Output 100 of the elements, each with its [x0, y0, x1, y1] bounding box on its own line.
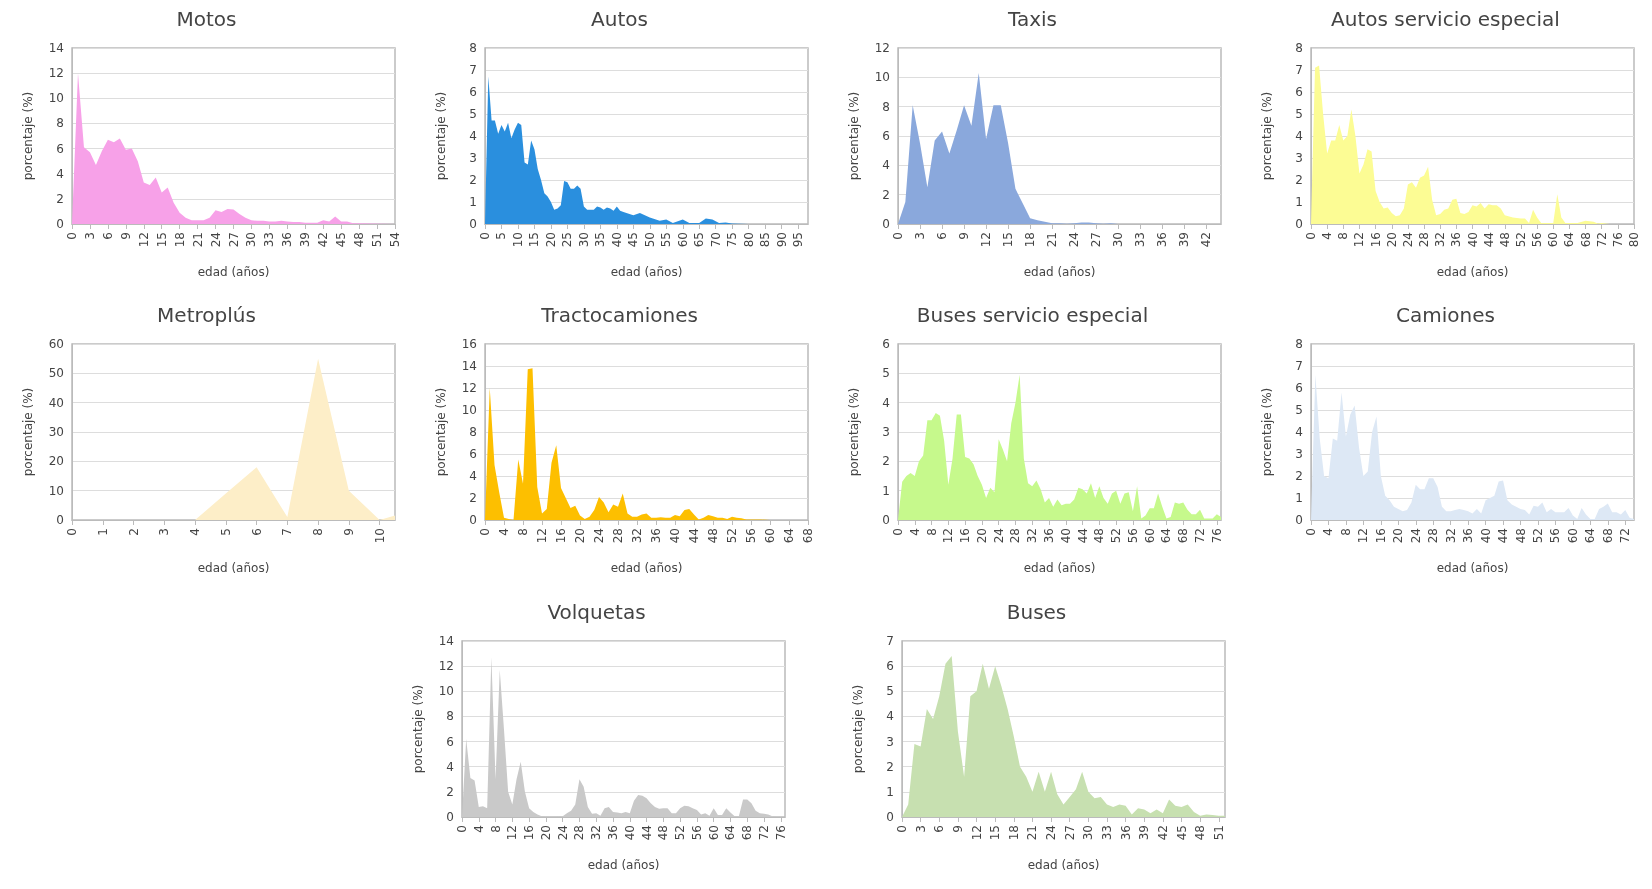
- chart-title: Motos: [176, 7, 237, 31]
- x-tick-label: 16: [1373, 528, 1388, 544]
- x-tick-label: 35: [593, 232, 608, 248]
- x-tick-label: 21: [190, 232, 205, 248]
- x-tick-label: 48: [352, 232, 367, 248]
- chart-title: Buses: [1006, 600, 1067, 624]
- y-axis-title: porcentaje (%): [411, 684, 425, 774]
- y-tick-label: 3: [1295, 151, 1303, 165]
- x-tick-label: 48: [706, 528, 720, 544]
- x-tick-label: 60: [1565, 528, 1580, 544]
- x-axis-title: edad (años): [610, 265, 683, 279]
- x-tick-label: 24: [208, 232, 223, 248]
- y-tick-label: 20: [48, 454, 64, 469]
- y-tick-label: 6: [446, 734, 454, 749]
- x-tick-label: 72: [1594, 232, 1609, 248]
- x-tick-label: 56: [1125, 528, 1140, 544]
- x-tick-label: 8: [1336, 232, 1351, 240]
- y-tick-label: 6: [1295, 381, 1303, 395]
- y-tick-label: 8: [56, 116, 64, 131]
- x-tick-label: 5: [218, 528, 233, 536]
- x-tick-label: 68: [1600, 528, 1615, 544]
- x-tick-label: 24: [1408, 528, 1423, 544]
- x-tick-label: 8: [488, 825, 503, 833]
- x-tick-label: 64: [1562, 232, 1577, 248]
- x-tick-label: 64: [1583, 528, 1598, 544]
- y-axis-title: porcentaje (%): [847, 91, 861, 181]
- x-tick-label: 85: [758, 232, 773, 248]
- y-tick-label: 12: [438, 659, 454, 674]
- x-tick-label: 12: [979, 232, 994, 248]
- x-tick-label: 9: [950, 825, 965, 833]
- x-tick-label: 50: [642, 232, 657, 248]
- x-tick-label: 33: [1099, 825, 1114, 841]
- y-axis-title: porcentaje (%): [847, 387, 861, 477]
- y-tick-label: 2: [446, 784, 454, 799]
- y-tick-label: 14: [461, 359, 477, 373]
- x-tick-label: 48: [656, 825, 671, 841]
- x-tick-label: 32: [1433, 232, 1448, 248]
- x-tick-label: 12: [535, 528, 549, 544]
- x-tick-label: 45: [1174, 825, 1189, 841]
- x-tick-label: 0: [478, 528, 492, 536]
- x-axis-title: edad (años): [587, 858, 660, 872]
- x-tick-label: 7: [280, 528, 295, 536]
- x-tick-label: 65: [692, 232, 707, 248]
- chart-title: Metroplús: [157, 303, 256, 327]
- y-tick-label: 4: [446, 759, 454, 774]
- x-tick-label: 18: [172, 232, 187, 248]
- x-tick-label: 60: [1142, 528, 1157, 544]
- x-tick-label: 40: [1058, 528, 1073, 544]
- x-tick-label: 32: [589, 825, 604, 841]
- x-tick-label: 15: [527, 232, 542, 248]
- x-tick-label: 54: [388, 232, 402, 248]
- x-tick-label: 64: [1159, 528, 1174, 544]
- y-tick-label: 6: [56, 141, 64, 156]
- y-tick-label: 5: [882, 366, 890, 381]
- chart-title: Autos: [591, 7, 648, 31]
- y-tick-label: 1: [886, 784, 894, 799]
- x-tick-label: 8: [516, 528, 530, 536]
- x-tick-label: 12: [136, 232, 151, 248]
- y-tick-label: 3: [886, 734, 894, 749]
- x-tick-label: 8: [1338, 528, 1353, 536]
- x-tick-label: 0: [65, 528, 79, 536]
- x-tick-label: 0: [478, 232, 492, 240]
- x-tick-label: 18: [1006, 825, 1021, 841]
- x-tick-label: 4: [907, 528, 922, 536]
- x-tick-label: 27: [1089, 232, 1104, 248]
- x-axis-title: edad (años): [610, 561, 683, 575]
- x-tick-label: 9: [118, 232, 133, 240]
- x-tick-label: 20: [543, 232, 558, 248]
- x-tick-label: 20: [974, 528, 989, 544]
- x-tick-label: 72: [757, 825, 772, 841]
- y-tick-label: 4: [886, 709, 894, 724]
- x-tick-label: 4: [1321, 528, 1336, 536]
- x-tick-label: 36: [606, 825, 621, 841]
- x-tick-label: 28: [572, 825, 587, 841]
- y-tick-label: 10: [461, 403, 477, 417]
- x-tick-label: 24: [592, 528, 606, 544]
- x-tick-label: 51: [1211, 825, 1226, 841]
- x-tick-label: 0: [1304, 528, 1318, 536]
- x-tick-label: 32: [1443, 528, 1458, 544]
- y-tick-label: 0: [882, 217, 890, 231]
- x-tick-label: 56: [689, 825, 704, 841]
- x-tick-label: 60: [1546, 232, 1561, 248]
- x-tick-label: 6: [932, 825, 947, 833]
- x-tick-label: 56: [1548, 528, 1563, 544]
- y-tick-label: 0: [56, 217, 64, 231]
- x-tick-label: 44: [687, 528, 701, 544]
- x-tick-label: 52: [725, 528, 739, 544]
- x-tick-label: 24: [1044, 825, 1059, 841]
- x-tick-label: 4: [497, 528, 511, 536]
- y-tick-label: 7: [469, 63, 477, 77]
- x-tick-label: 52: [1109, 528, 1124, 544]
- x-tick-label: 40: [622, 825, 637, 841]
- x-tick-label: 6: [249, 528, 264, 536]
- y-tick-label: 0: [56, 513, 64, 527]
- y-tick-label: 10: [438, 684, 454, 699]
- x-tick-label: 0: [895, 825, 909, 833]
- y-tick-label: 0: [1295, 513, 1303, 527]
- x-axis-title: edad (años): [197, 561, 270, 575]
- x-tick-label: 27: [226, 232, 241, 248]
- y-tick-label: 10: [48, 91, 64, 106]
